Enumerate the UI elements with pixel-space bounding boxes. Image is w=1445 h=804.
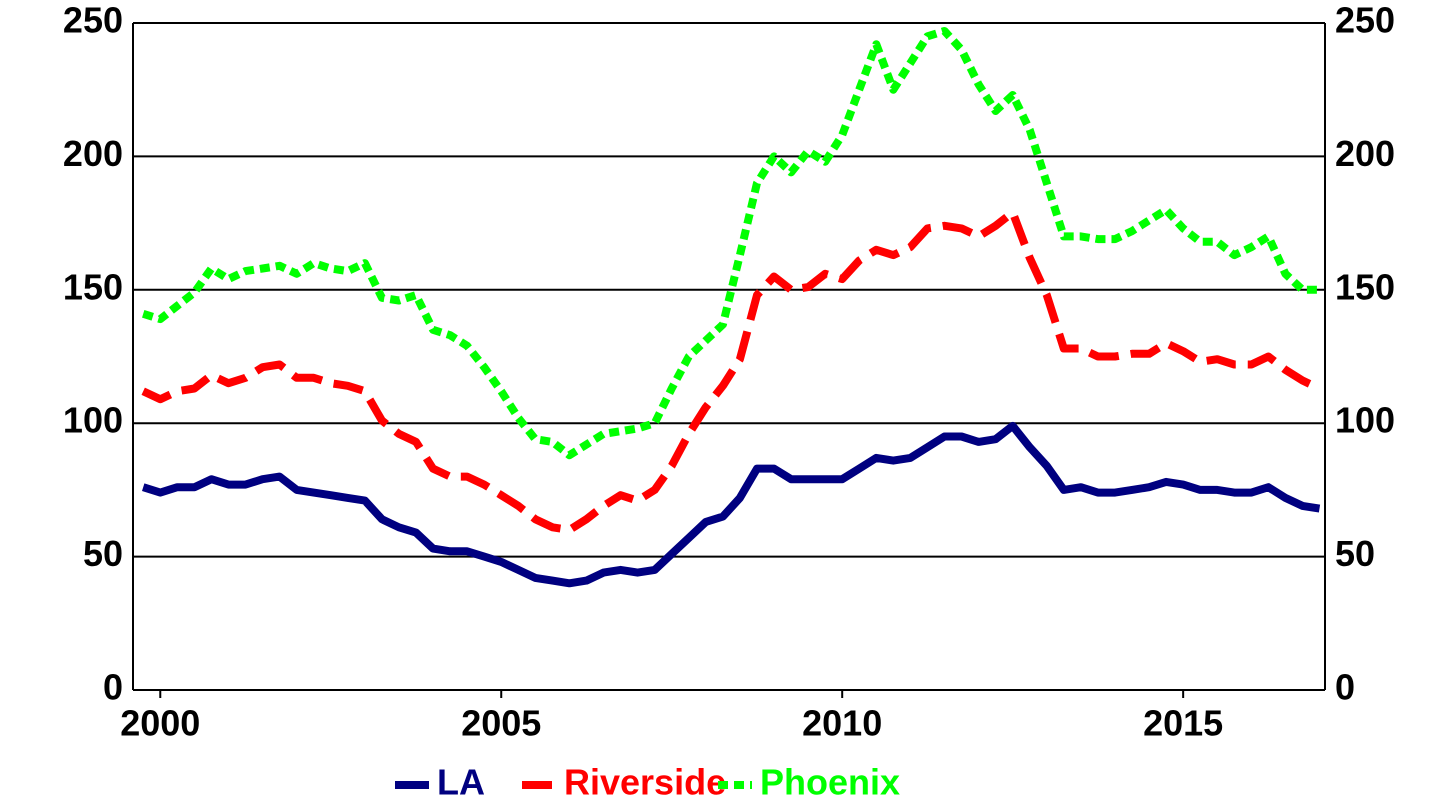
legend-label: LA <box>437 762 485 803</box>
y-tick-label: 150 <box>63 266 123 307</box>
x-tick-label: 2010 <box>802 703 882 744</box>
y2-tick-label: 100 <box>1335 400 1395 441</box>
y2-tick-label: 0 <box>1335 667 1355 708</box>
y-tick-label: 0 <box>103 667 123 708</box>
x-tick-label: 2000 <box>120 703 200 744</box>
y2-tick-label: 250 <box>1335 0 1395 41</box>
y-tick-label: 100 <box>63 400 123 441</box>
x-tick-label: 2015 <box>1143 703 1223 744</box>
legend-label: Riverside <box>564 762 726 803</box>
line-series <box>141 208 1322 534</box>
y2-tick-label: 150 <box>1335 266 1395 307</box>
y-tick-label: 50 <box>83 533 123 574</box>
y2-tick-label: 50 <box>1335 533 1375 574</box>
line-series <box>142 27 1320 460</box>
x-tick-label: 2005 <box>461 703 541 744</box>
y-tick-label: 250 <box>63 0 123 41</box>
y2-tick-label: 200 <box>1335 133 1395 174</box>
y-tick-label: 200 <box>63 133 123 174</box>
line-series <box>141 421 1321 588</box>
legend-label: Phoenix <box>760 762 900 803</box>
